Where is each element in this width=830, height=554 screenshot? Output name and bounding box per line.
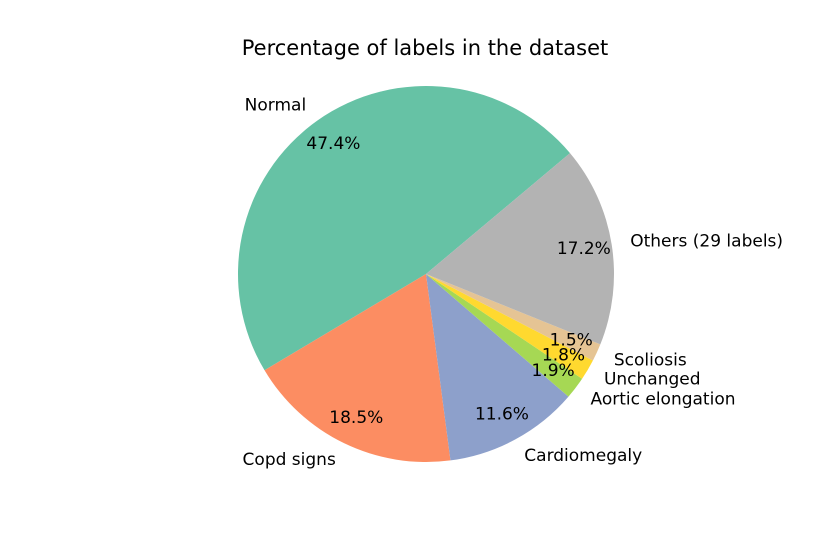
label-cardiomegaly: Cardiomegaly xyxy=(524,446,642,466)
chart-title: Percentage of labels in the dataset xyxy=(242,36,609,60)
pct-aortic-elongation: 1.9% xyxy=(532,361,575,381)
pct-scoliosis: 1.5% xyxy=(550,331,593,351)
pie-slices xyxy=(238,86,614,462)
label-others-29-labels: Others (29 labels) xyxy=(630,232,783,252)
slice-normal xyxy=(238,86,571,371)
label-aortic-elongation: Aortic elongation xyxy=(591,389,736,409)
pct-others-29-labels: 17.2% xyxy=(557,239,611,259)
pct-copd-signs: 18.5% xyxy=(329,408,383,428)
slice-copd-signs xyxy=(264,274,451,462)
pct-normal: 47.4% xyxy=(306,134,360,154)
slice-cardiomegaly xyxy=(426,274,569,461)
pct-cardiomegaly: 11.6% xyxy=(475,405,529,425)
label-normal: Normal xyxy=(245,95,307,115)
label-copd-signs: Copd signs xyxy=(243,450,336,470)
label-scoliosis: Scoliosis xyxy=(614,350,687,370)
label-unchanged: Unchanged xyxy=(604,369,701,389)
pct-unchanged: 1.8% xyxy=(542,345,585,365)
slice-unchanged xyxy=(426,274,593,379)
slice-others-29-labels xyxy=(426,153,614,345)
slice-scoliosis xyxy=(426,274,601,361)
pie-labels: Normal 47.4% Copd signs 18.5% Cardiomegaly 11… xyxy=(243,95,784,470)
slice-aortic-elongation xyxy=(426,274,583,397)
